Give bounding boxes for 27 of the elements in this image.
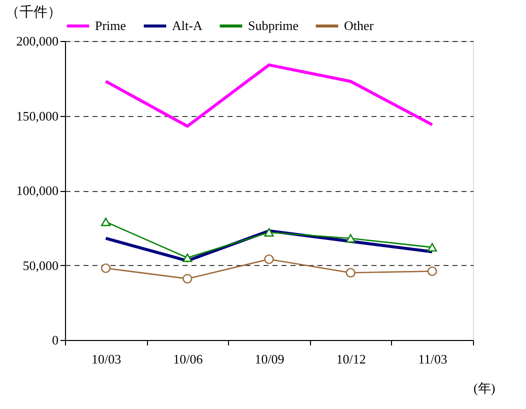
- point: [264, 228, 274, 237]
- legend-label: Prime: [95, 18, 126, 33]
- y-tick-label: 0: [52, 332, 58, 348]
- point: [101, 263, 111, 274]
- point: [346, 268, 356, 278]
- y-tick-label: 150,000: [16, 108, 58, 124]
- point: [346, 234, 356, 243]
- x-tick-label: 10/06: [173, 352, 204, 366]
- legend-label: Alt-A: [172, 18, 203, 33]
- point: [101, 218, 111, 226]
- x-tick-label: 10/03: [91, 352, 122, 366]
- legend-label: Subprime: [248, 18, 299, 33]
- x-axis-title: (年): [474, 380, 496, 396]
- y-axis-title: （千件）: [6, 4, 62, 20]
- x-tick-label: 11/03: [418, 352, 448, 366]
- point: [427, 243, 437, 252]
- point: [427, 266, 437, 276]
- line-series: [104, 63, 434, 128]
- y-tick-label: 50,000: [22, 258, 58, 273]
- point: [182, 274, 192, 284]
- y-tick-label: 200,000: [16, 34, 58, 48]
- y-tick-label: 100,000: [16, 183, 58, 198]
- legend-label: Other: [344, 18, 374, 33]
- x-tick-label: 10/09: [254, 352, 284, 366]
- x-tick-label: 10/12: [336, 352, 366, 366]
- point: [264, 254, 274, 264]
- point: [182, 254, 192, 262]
